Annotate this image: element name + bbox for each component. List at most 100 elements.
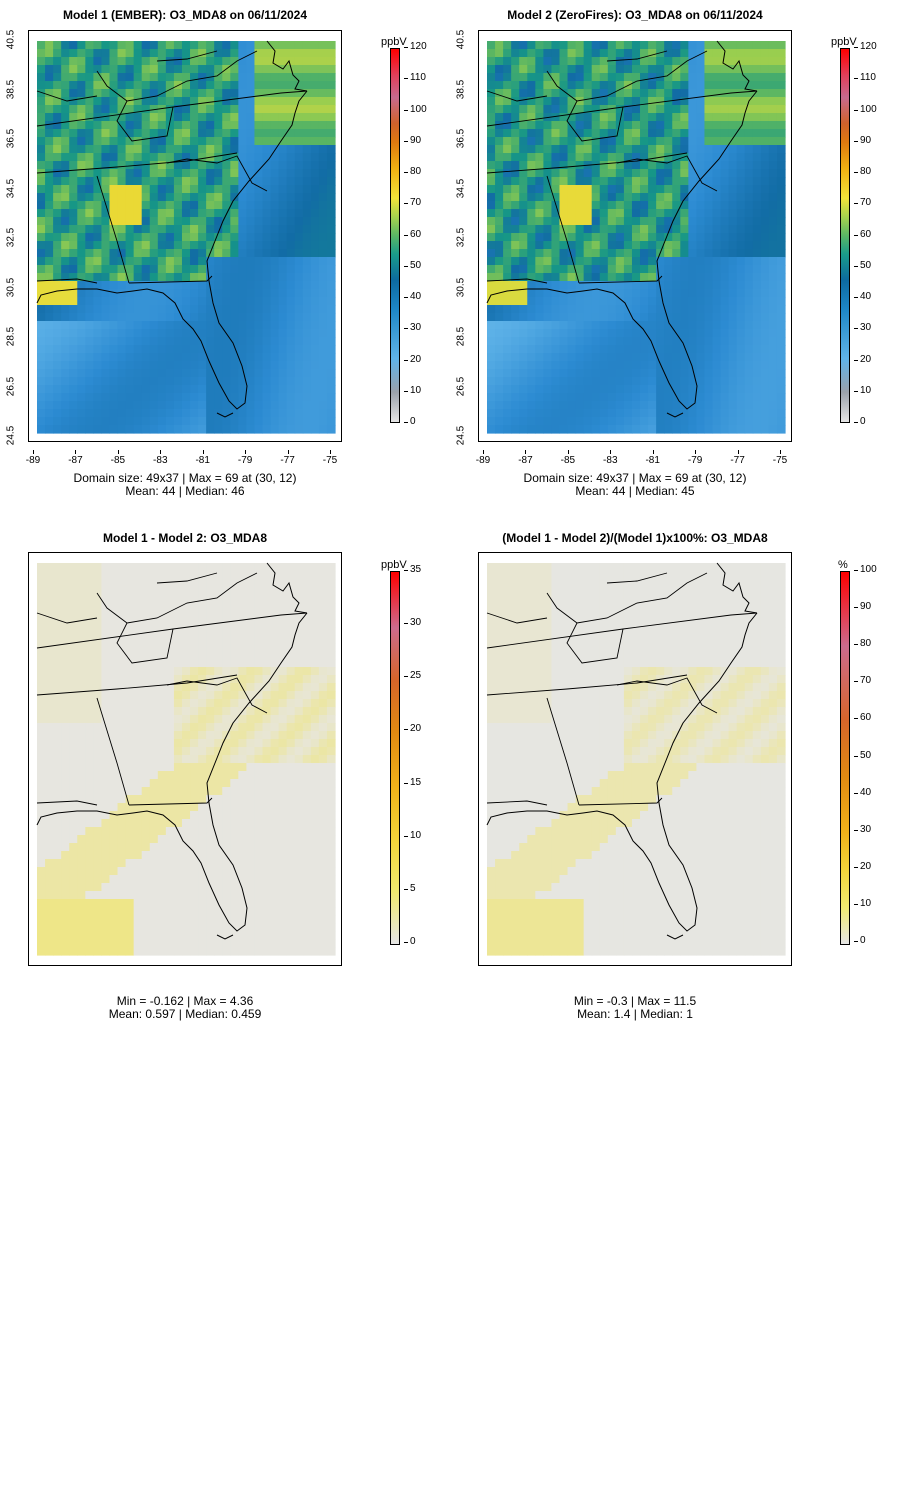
colorbar-tick-label: 30: [860, 824, 871, 835]
colorbar-tick-label: 25: [410, 670, 421, 681]
colorbar-tick-label: 90: [860, 135, 871, 146]
colorbar-tick-label: 0: [860, 416, 866, 427]
stats: Domain size: 49x37 | Max = 69 at (30, 12…: [30, 472, 340, 498]
colorbar-tick-label: 10: [410, 830, 421, 841]
y-tick-label: 28.5: [456, 322, 467, 352]
colorbar-tick-label: 110: [860, 72, 876, 83]
stats-line2: Mean: 0.597 | Median: 0.459: [30, 1008, 340, 1021]
colorbar-tick-label: 80: [410, 166, 421, 177]
y-tick-label: 26.5: [6, 371, 17, 401]
colorbar-ticks: [0, 1122, 900, 1493]
stats: Min = -0.162 | Max = 4.36 Mean: 0.597 | …: [30, 995, 340, 1021]
x-tick-label: -83: [595, 455, 625, 466]
colorbar-tick-label: 120: [860, 41, 877, 52]
colorbar-tick-label: 30: [410, 617, 421, 628]
colorbar-tick-label: 10: [410, 385, 421, 396]
colorbar: [840, 48, 850, 423]
x-tick-label: -79: [680, 455, 710, 466]
y-tick-label: 40.5: [456, 25, 467, 55]
colorbar-tick-label: 100: [860, 104, 877, 115]
panel-percent-difference: (Model 1 - Model 2)/(Model 1)x100%: O3_M…: [0, 1122, 900, 1493]
y-tick-label: 38.5: [6, 74, 17, 104]
ozone-map: [479, 31, 792, 442]
x-tick-label: -87: [510, 455, 540, 466]
y-tick-label: 32.5: [456, 223, 467, 253]
colorbar: [840, 571, 850, 945]
colorbar-tick-label: 40: [860, 787, 871, 798]
y-tick-label: 38.5: [456, 74, 467, 104]
x-tick-label: -81: [638, 455, 668, 466]
colorbar-tick-label: 35: [410, 564, 421, 575]
x-tick-label: -77: [273, 455, 303, 466]
map-frame: [478, 552, 792, 966]
colorbar-tick-label: 10: [860, 385, 871, 396]
map-frame: [28, 552, 342, 966]
colorbar-unit: %: [838, 559, 848, 571]
x-tick-label: -85: [103, 455, 133, 466]
colorbar-tick-label: 50: [410, 260, 421, 271]
stats-line2: Mean: 44 | Median: 45: [480, 485, 790, 498]
colorbar-tick-label: 20: [410, 723, 421, 734]
colorbar-tick-label: 20: [860, 354, 871, 365]
y-tick-label: 36.5: [6, 124, 17, 154]
colorbar-tick-label: 70: [410, 197, 421, 208]
y-tick-label: 28.5: [6, 322, 17, 352]
colorbar-tick-label: 80: [860, 166, 871, 177]
colorbar-tick-label: 70: [860, 675, 871, 686]
stats-line2: Mean: 1.4 | Median: 1: [480, 1008, 790, 1021]
colorbar-unit: ppbV: [381, 36, 407, 48]
panel-title: Model 2 (ZeroFires): O3_MDA8 on 06/11/20…: [478, 8, 792, 22]
colorbar-tick-label: 70: [860, 197, 871, 208]
x-tick-label: -87: [60, 455, 90, 466]
x-tick-label: -79: [230, 455, 260, 466]
colorbar-tick-label: 100: [860, 564, 877, 575]
colorbar-tick-label: 80: [860, 638, 871, 649]
colorbar-tick-label: 0: [860, 935, 866, 946]
x-tick-label: -75: [765, 455, 795, 466]
x-tick-label: -75: [315, 455, 345, 466]
map-frame: [478, 30, 792, 442]
colorbar-tick-label: 60: [860, 229, 871, 240]
difference-map: [29, 553, 342, 966]
y-tick-label: 34.5: [456, 173, 467, 203]
colorbar-tick-label: 0: [410, 936, 416, 947]
stats-line2: Mean: 44 | Median: 46: [30, 485, 340, 498]
stats: Domain size: 49x37 | Max = 69 at (30, 12…: [480, 472, 790, 498]
stats: Min = -0.3 | Max = 11.5 Mean: 1.4 | Medi…: [480, 995, 790, 1021]
colorbar: [390, 48, 400, 423]
colorbar-unit: ppbV: [831, 36, 857, 48]
panel-title: Model 1 - Model 2: O3_MDA8: [30, 531, 340, 545]
map-frame: [28, 30, 342, 442]
colorbar-tick-label: 110: [410, 72, 426, 83]
colorbar-tick-label: 10: [860, 898, 871, 909]
panel-title: (Model 1 - Model 2)/(Model 1)x100%: O3_M…: [478, 531, 792, 545]
percent-difference-map: [479, 553, 792, 966]
colorbar-tick-label: 60: [410, 229, 421, 240]
colorbar-tick-label: 40: [860, 291, 871, 302]
x-tick-label: -89: [18, 455, 48, 466]
ozone-map: [29, 31, 342, 442]
colorbar-tick-label: 100: [410, 104, 427, 115]
colorbar-tick-label: 0: [410, 416, 416, 427]
panel-title: Model 1 (EMBER): O3_MDA8 on 06/11/2024: [30, 8, 340, 22]
y-tick-label: 32.5: [6, 223, 17, 253]
colorbar-tick-label: 5: [410, 883, 416, 894]
y-tick-label: 24.5: [456, 421, 467, 451]
y-tick-label: 26.5: [456, 371, 467, 401]
y-tick-label: 30.5: [6, 272, 17, 302]
y-tick-label: 36.5: [456, 124, 467, 154]
colorbar-tick-label: 50: [860, 750, 871, 761]
x-tick-label: -81: [188, 455, 218, 466]
colorbar-tick-label: 30: [410, 322, 421, 333]
x-tick-label: -83: [145, 455, 175, 466]
x-tick-label: -77: [723, 455, 753, 466]
colorbar-tick-label: 50: [860, 260, 871, 271]
colorbar-tick-label: 90: [860, 601, 871, 612]
x-tick-label: -85: [553, 455, 583, 466]
colorbar-tick-label: 20: [410, 354, 421, 365]
y-tick-label: 30.5: [456, 272, 467, 302]
colorbar-tick-label: 20: [860, 861, 871, 872]
colorbar-unit: ppbV: [381, 559, 407, 571]
colorbar: [390, 571, 400, 945]
colorbar-tick-label: 120: [410, 41, 427, 52]
